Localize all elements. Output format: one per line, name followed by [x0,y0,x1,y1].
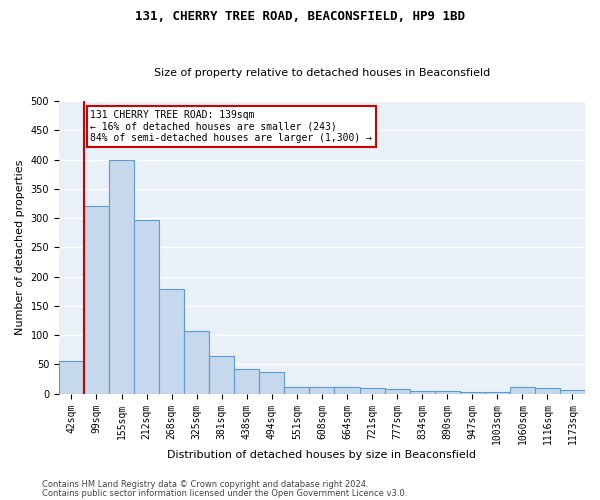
Bar [284,387,310,394]
Text: 131 CHERRY TREE ROAD: 139sqm
← 16% of detached houses are smaller (243)
84% of s: 131 CHERRY TREE ROAD: 139sqm ← 16% of de… [91,110,373,143]
Bar [510,386,535,394]
Bar [359,388,385,394]
Bar [109,160,134,394]
Bar [259,372,284,394]
Y-axis label: Number of detached properties: Number of detached properties [15,160,25,335]
Text: 131, CHERRY TREE ROAD, BEACONSFIELD, HP9 1BD: 131, CHERRY TREE ROAD, BEACONSFIELD, HP9… [135,10,465,23]
Bar [310,387,334,394]
Bar [385,389,410,394]
Bar [560,390,585,394]
Text: Contains public sector information licensed under the Open Government Licence v3: Contains public sector information licen… [42,489,407,498]
Bar [434,390,460,394]
X-axis label: Distribution of detached houses by size in Beaconsfield: Distribution of detached houses by size … [167,450,476,460]
Bar [234,369,259,394]
Bar [159,290,184,394]
Bar [59,362,84,394]
Bar [410,390,434,394]
Bar [460,392,485,394]
Text: Contains HM Land Registry data © Crown copyright and database right 2024.: Contains HM Land Registry data © Crown c… [42,480,368,489]
Bar [209,356,234,394]
Bar [535,388,560,394]
Bar [134,220,159,394]
Bar [84,206,109,394]
Bar [334,386,359,394]
Bar [485,392,510,394]
Bar [184,331,209,394]
Title: Size of property relative to detached houses in Beaconsfield: Size of property relative to detached ho… [154,68,490,78]
